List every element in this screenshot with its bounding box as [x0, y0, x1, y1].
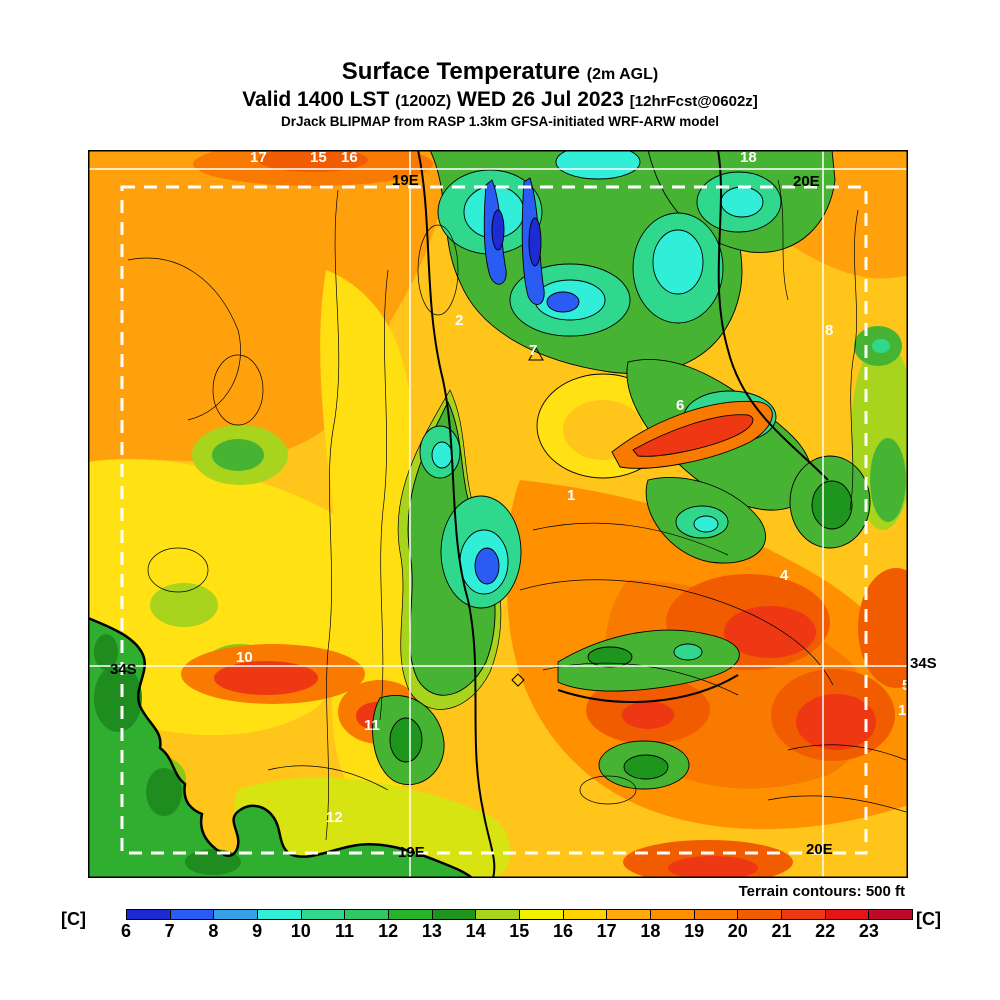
colorbar-segment	[737, 910, 782, 919]
colorbar-segment	[562, 910, 607, 919]
waypoint-labels: 17 15 16 18 2 7 8 6 1 4 10 5 13 11 12	[236, 150, 908, 826]
waypoint-label: 17	[250, 150, 267, 166]
title-main: Surface Temperature	[341, 58, 581, 85]
waypoint-label: 11	[364, 717, 380, 734]
title-agl: (2m AGL)	[586, 66, 659, 83]
colorbar-segment	[475, 910, 520, 919]
colorbar-tick-label: 10	[290, 921, 311, 941]
colorbar-tick-label: 6	[120, 921, 132, 941]
colorbar-segment	[431, 910, 476, 919]
waypoint-label: 4	[780, 567, 789, 584]
colorbar-segment	[650, 910, 694, 919]
latlon-grid-lines	[88, 150, 908, 878]
colorbar-segment	[693, 910, 738, 919]
temperature-map: 19E 20E 34S 19E 20E 17 15 16 18 2 7 8 6 …	[88, 150, 908, 878]
colorbar-tick-label: 9	[252, 921, 263, 941]
waypoint-label: 13	[898, 702, 908, 719]
grid-label-34s-left: 34S	[110, 661, 137, 678]
colorbar-segment	[127, 910, 170, 919]
terrain-contour-lines-thick	[88, 150, 829, 878]
colorbar-unit-right: [C]	[916, 909, 941, 929]
colorbar-tick-label: 16	[552, 921, 574, 941]
terrain-contours-note: Terrain contours: 500 ft	[738, 883, 905, 900]
colorbar-tick-label: 18	[640, 921, 661, 941]
valid-time: Valid 1400 LST	[242, 88, 390, 111]
waypoint-label: 1	[567, 487, 575, 504]
grid-label-19e-bottom: 19E	[398, 844, 425, 861]
colorbar-segment	[606, 910, 651, 919]
colorbar-segment	[824, 910, 869, 919]
colorbar-segment	[868, 910, 913, 919]
colorbar-segment	[169, 910, 214, 919]
colorbar-tick-label: 12	[378, 921, 399, 941]
grid-label-34s-right: 34S	[910, 655, 937, 672]
waypoint-label: 5	[902, 677, 908, 694]
colorbar-segment	[300, 910, 345, 919]
grid-label-19e-top: 19E	[392, 172, 419, 189]
colorbar-tick-label: 8	[208, 921, 219, 941]
valid-date: WED 26 Jul 2023	[457, 88, 624, 111]
waypoint-label: 6	[676, 397, 684, 414]
model-domain-boundary	[120, 185, 868, 855]
colorbar-tick-label: 17	[596, 921, 617, 941]
page-title: Surface Temperature (2m AGL)	[0, 58, 1000, 86]
waypoint-label: 7	[529, 342, 537, 359]
colorbar-tick-label: 20	[727, 921, 748, 941]
colorbar-segment	[519, 910, 563, 919]
colorbar-segments	[126, 909, 913, 920]
colorbar-tick-label: 21	[771, 921, 792, 941]
colorbar-tick-label: 14	[465, 921, 486, 941]
valid-time-line: Valid 1400 LST (1200Z) WED 26 Jul 2023 […	[0, 88, 1000, 112]
waypoint-label: 2	[455, 312, 463, 329]
colorbar-tick-label: 15	[509, 921, 530, 941]
colorbar-segment	[344, 910, 389, 919]
grid-label-20e-bottom: 20E	[806, 841, 833, 858]
map-canvas: 19E 20E 34S 19E 20E 17 15 16 18 2 7 8 6 …	[88, 150, 908, 878]
colorbar-tick-label: 23	[858, 921, 879, 941]
colorbar-segment	[213, 910, 258, 919]
colorbar-tick-label: 13	[421, 921, 442, 941]
colorbar-segment	[257, 910, 301, 919]
colorbar-ticks: 6 7 8 9 10 11 12 13 14 15 16 17 18 19 20 21 22 23	[121, 921, 913, 945]
colorbar-tick-label: 22	[815, 921, 836, 941]
waypoint-label: 10	[236, 649, 253, 666]
map-border	[88, 150, 908, 878]
colorbar-segment	[781, 910, 825, 919]
terrain-contour-lines	[127, 179, 907, 841]
waypoint-label: 12	[326, 809, 343, 826]
waypoint-label: 15	[310, 150, 327, 166]
forecast-tag: [12hrFcst@0602z]	[629, 93, 758, 110]
colorbar-tick-label: 7	[164, 921, 175, 941]
waypoint-label: 18	[740, 150, 757, 166]
model-attribution: DrJack BLIPMAP from RASP 1.3km GFSA-init…	[280, 114, 720, 129]
waypoint-label: 8	[825, 322, 833, 339]
colorbar-unit-left: [C]	[61, 909, 86, 929]
waypoint-label: 16	[341, 150, 358, 166]
colorbar-tick-label: 11	[334, 921, 355, 941]
mountain-cold-layer	[372, 150, 871, 790]
valid-zulu: (1200Z)	[395, 93, 452, 110]
grid-label-20e-top: 20E	[793, 173, 820, 190]
colorbar-tick-label: 19	[684, 921, 705, 941]
colorbar-segment	[388, 910, 432, 919]
